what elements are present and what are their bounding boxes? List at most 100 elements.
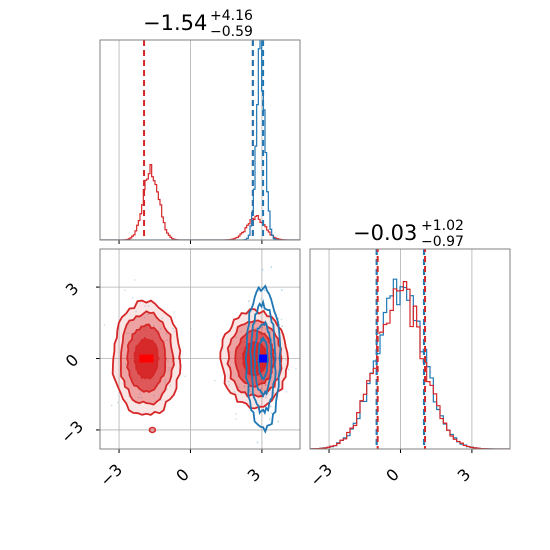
- joint-panel: [96, 248, 306, 453]
- joint-scatter-point: [235, 336, 238, 339]
- joint-scatter-point: [173, 311, 175, 313]
- marginal-2-title-sup: +1.02: [421, 218, 464, 234]
- marginal-2-panel: [309, 248, 511, 453]
- joint-ytick-label-2: 3: [62, 279, 83, 300]
- joint-scatter-point: [184, 375, 187, 378]
- joint-scatter-point: [137, 396, 140, 399]
- marginal-2-background: [310, 249, 510, 449]
- joint-scatter-point: [166, 339, 168, 341]
- marginal-1-background: [100, 40, 300, 240]
- joint-scatter-point: [249, 390, 251, 393]
- joint-scatter-point: [159, 328, 162, 330]
- joint-scatter-point: [164, 379, 167, 381]
- joint-scatter-point: [229, 351, 231, 353]
- joint-scatter-point: [124, 363, 127, 365]
- joint-xtick-label-0: −3: [96, 460, 126, 490]
- joint-scatter-point: [281, 325, 284, 328]
- joint-scatter-point: [240, 330, 242, 333]
- joint-scatter-point: [277, 317, 280, 320]
- joint-xtick-label-1: 0: [172, 465, 193, 486]
- joint-scatter-point: [228, 380, 230, 383]
- joint-scatter-point: [166, 388, 168, 391]
- joint-scatter-point: [125, 332, 128, 335]
- joint-ytick-label-0: −3: [57, 417, 87, 447]
- joint-scatter-point: [270, 405, 272, 407]
- joint-scatter-point: [110, 404, 113, 407]
- joint-scatter-point: [147, 313, 149, 316]
- joint-scatter-point: [214, 379, 216, 382]
- marginal-2-frame: [309, 248, 511, 450]
- marginal-2-title-value: −0.03: [353, 221, 417, 245]
- joint-scatter-point: [261, 387, 263, 390]
- joint-scatter-point: [167, 369, 170, 371]
- joint-scatter-point: [255, 327, 257, 330]
- joint-scatter-point: [128, 332, 131, 335]
- joint-scatter-point: [256, 441, 259, 444]
- joint-scatter-point: [268, 418, 271, 420]
- joint-scatter-point: [165, 333, 168, 335]
- joint-frame: [99, 248, 301, 450]
- joint-scatter-point: [124, 289, 126, 292]
- joint-scatter-point: [258, 290, 260, 292]
- joint-scatter-point: [287, 368, 290, 371]
- marginal-2-red-hist: [310, 281, 510, 449]
- joint-scatter-point: [263, 289, 266, 292]
- joint-scatter-point: [134, 279, 136, 281]
- joint-scatter-point: [147, 305, 150, 308]
- joint-scatter-point: [235, 413, 237, 415]
- joint-scatter-point: [264, 384, 267, 387]
- joint-scatter-point: [249, 392, 252, 394]
- joint-scatter-point: [140, 396, 143, 399]
- marginal-1-title-sub: −0.59: [210, 24, 253, 40]
- joint-scatter-point: [243, 385, 246, 388]
- joint-scatter-point: [248, 300, 250, 302]
- joint-scatter-point: [161, 317, 164, 320]
- joint-scatter-point: [173, 330, 175, 333]
- marginal-2-title-sub: −0.97: [421, 234, 464, 250]
- joint-scatter-point: [167, 360, 169, 363]
- marginal-1-title-value: −1.54: [143, 11, 207, 35]
- marginal-1-frame: [99, 39, 301, 241]
- joint-scatter-point: [172, 328, 175, 330]
- joint-scatter-point: [144, 305, 146, 307]
- marginal-2-xtick-label-0: −3: [306, 460, 336, 490]
- joint-blue-contour-0: [244, 284, 282, 434]
- joint-scatter-point: [261, 326, 264, 329]
- joint-scatter-point: [103, 324, 106, 326]
- marginal-2-xtick-label-1: 0: [382, 465, 403, 486]
- joint-scatter-point: [128, 395, 130, 398]
- joint-ytick-label-1: 0: [62, 350, 83, 371]
- joint-scatter-point: [264, 328, 267, 330]
- marginal-1-red-hist: [100, 163, 300, 240]
- joint-blue-contour-1: [249, 299, 277, 415]
- joint-content: [103, 266, 306, 444]
- joint-scatter-point: [285, 359, 287, 361]
- joint-blue-contour-3: [257, 336, 269, 381]
- joint-scatter-point: [153, 394, 155, 397]
- joint-xtick-label-2: 3: [244, 465, 265, 486]
- marginal-1-title-sup: +4.16: [210, 8, 253, 24]
- joint-scatter-point: [135, 310, 137, 313]
- joint-scatter-point: [152, 324, 155, 327]
- joint-scatter-point: [269, 330, 272, 333]
- joint-scatter-point: [169, 384, 172, 387]
- joint-scatter-point: [304, 410, 306, 412]
- joint-scatter-point: [281, 289, 283, 291]
- joint-scatter-point: [295, 367, 297, 370]
- joint-red-island: [148, 426, 157, 434]
- joint-scatter-point: [260, 297, 263, 300]
- joint-scatter-point: [285, 391, 288, 393]
- joint-blue-marker: [259, 354, 268, 363]
- joint-scatter-point: [131, 296, 134, 299]
- marginal-2-xtick-label-2: 3: [454, 465, 475, 486]
- marginal-1-title: −1.54 +4.16 −0.59: [143, 8, 253, 40]
- joint-scatter-point: [235, 418, 237, 420]
- joint-scatter-point: [277, 420, 279, 423]
- marginal-1-blue-hist: [100, 40, 300, 240]
- joint-scatter-point: [270, 412, 273, 414]
- joint-scatter-point: [280, 318, 283, 321]
- marginal-1-panel: [99, 39, 301, 244]
- joint-scatter-point: [163, 381, 166, 384]
- joint-scatter-point: [143, 316, 146, 319]
